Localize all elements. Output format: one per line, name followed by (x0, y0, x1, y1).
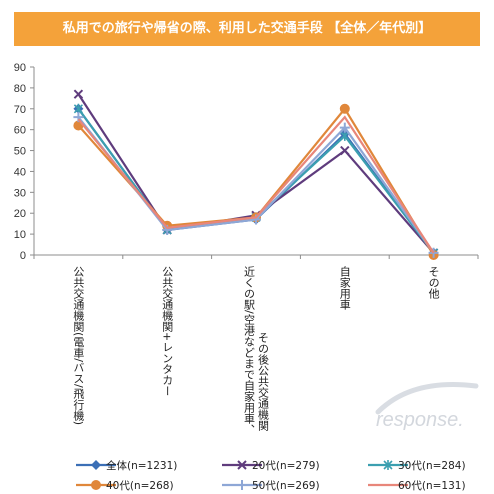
y-tick-label: 10 (14, 229, 26, 241)
x-category-label: その他 (427, 266, 440, 299)
data-point (73, 89, 84, 99)
y-tick-label: 0 (20, 250, 26, 262)
x-axis-labels: 公共交通機関(電車/バス/飛行機) 公共交通機関+レンタカー 近くの駅/空港などまで… (72, 266, 440, 435)
x-category-label-part: その他 (427, 266, 440, 299)
data-point (339, 103, 350, 114)
y-tick-label: 20 (14, 208, 26, 220)
y-tick-label: 80 (14, 83, 26, 95)
legend-label: 60代(n=131) (398, 480, 466, 492)
x-category-label: 近くの駅/空港などまで自家用車、 その後公共交通機関 (243, 266, 270, 435)
series (77, 115, 435, 254)
legend-label: 40代(n=268) (106, 480, 174, 492)
legend-item: 40代(n=268) (76, 480, 174, 492)
y-tick-label: 70 (14, 104, 26, 116)
series-line (77, 93, 435, 254)
data-point (91, 460, 101, 470)
x-category-label: 公共交通機関+レンタカー (161, 266, 174, 396)
x-category-label: 公共交通機関(電車/バス/飛行機) (72, 266, 85, 425)
legend-item: 50代(n=269) (222, 480, 320, 492)
data-point (339, 122, 350, 133)
y-tick-label: 40 (14, 166, 26, 178)
data-point (73, 103, 83, 114)
data-point (237, 460, 247, 470)
legend-label: 30代(n=284) (398, 460, 466, 472)
data-point (237, 480, 247, 490)
legend: 全体(n=1231) 20代(n=279) 30代(n=284) 40代(n=268)… (76, 459, 466, 492)
legend-item: 60代(n=131) (368, 480, 466, 492)
y-tick-label: 90 (14, 62, 26, 74)
legend-label: 20代(n=279) (252, 460, 320, 472)
series-line (77, 115, 435, 254)
x-category-label: 自家用車 (338, 266, 351, 311)
series-layer (73, 89, 439, 260)
x-category-label-part: 公共交通機関(電車/バス/飛行機) (72, 266, 85, 425)
data-point (91, 480, 101, 490)
response-logo: response. (375, 381, 479, 431)
y-tick-label: 30 (14, 187, 26, 199)
legend-item: 全体(n=1231) (76, 459, 177, 472)
y-tick-label: 50 (14, 146, 26, 158)
y-tick-label: 60 (14, 125, 26, 137)
data-point (383, 460, 393, 470)
x-category-label-part: 近くの駅/空港などまで自家用車、 (243, 266, 256, 435)
x-category-label-part: 自家用車 (338, 266, 351, 311)
legend-item: 20代(n=279) (222, 460, 320, 472)
legend-label: 50代(n=269) (252, 480, 320, 492)
axes: 0 10 20 30 40 50 60 70 80 90 (14, 62, 479, 262)
legend-item: 30代(n=284) (368, 460, 466, 472)
data-point (340, 130, 350, 141)
x-category-label-part: その後公共交通機関 (257, 332, 270, 431)
chart-title: 私用での旅行や帰省の際、利用した交通手段 【全体／年代別】 (14, 12, 480, 46)
legend-label: 全体(n=1231) (106, 459, 177, 472)
data-point (340, 145, 350, 156)
watermark-text: response. (376, 409, 464, 431)
x-category-label-part: 公共交通機関+レンタカー (161, 266, 174, 396)
